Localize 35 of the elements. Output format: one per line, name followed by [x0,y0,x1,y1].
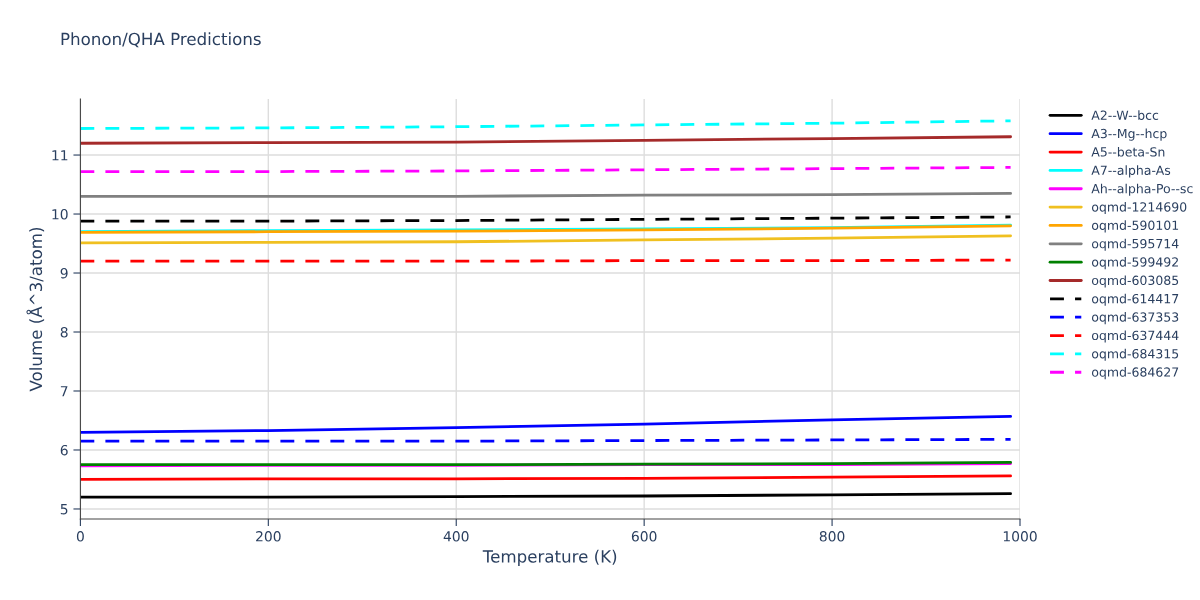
legend-label: oqmd-684627 [1091,367,1179,380]
legend-label: oqmd-637353 [1091,312,1179,325]
legend-label: A5--beta-Sn [1091,146,1165,157]
x-tick-label: 600 [631,531,657,542]
legend-label: oqmd-599492 [1091,257,1178,270]
chart-title: Phonon/QHA Predictions [61,32,261,48]
x-axis-title: Temperature (K) [482,549,617,566]
legend-label: A7--alpha-As [1091,165,1171,178]
legend-label: oqmd-595714 [1091,238,1179,251]
legend-label: A3--Mg--hcp [1091,128,1167,141]
x-tick-label: 800 [819,531,845,542]
legend-label: oqmd-603085 [1091,275,1179,288]
legend-label: oqmd-1214690 [1091,201,1187,215]
y-tick-label: 11 [52,150,68,161]
line-series [80,135,1012,145]
legend-label: Ah--alpha-Po--sc [1091,183,1193,196]
y-tick-label: 8 [60,326,68,338]
x-tick-label: 400 [443,531,469,542]
x-tick-label: 1000 [1003,531,1037,542]
y-axis-title: Volume (Å^3/atom) [26,227,45,392]
legend-label: oqmd-684315 [1091,348,1179,361]
y-tick-label: 10 [52,209,68,220]
legend-label: oqmd-614417 [1091,293,1179,306]
y-tick-label: 7 [60,386,68,397]
line-series [80,119,1012,130]
x-tick-label: 200 [256,531,281,542]
x-tick-label: 0 [76,531,84,542]
legend-label: oqmd-637444 [1091,330,1179,343]
line-series [80,414,1012,434]
y-tick-label: 9 [60,267,68,279]
legend-label: A2--W--bcc [1091,110,1159,120]
legend-label: oqmd-590101 [1091,220,1179,233]
y-tick-label: 6 [60,444,68,456]
y-tick-label: 5 [60,504,68,515]
line-series [80,234,1012,245]
